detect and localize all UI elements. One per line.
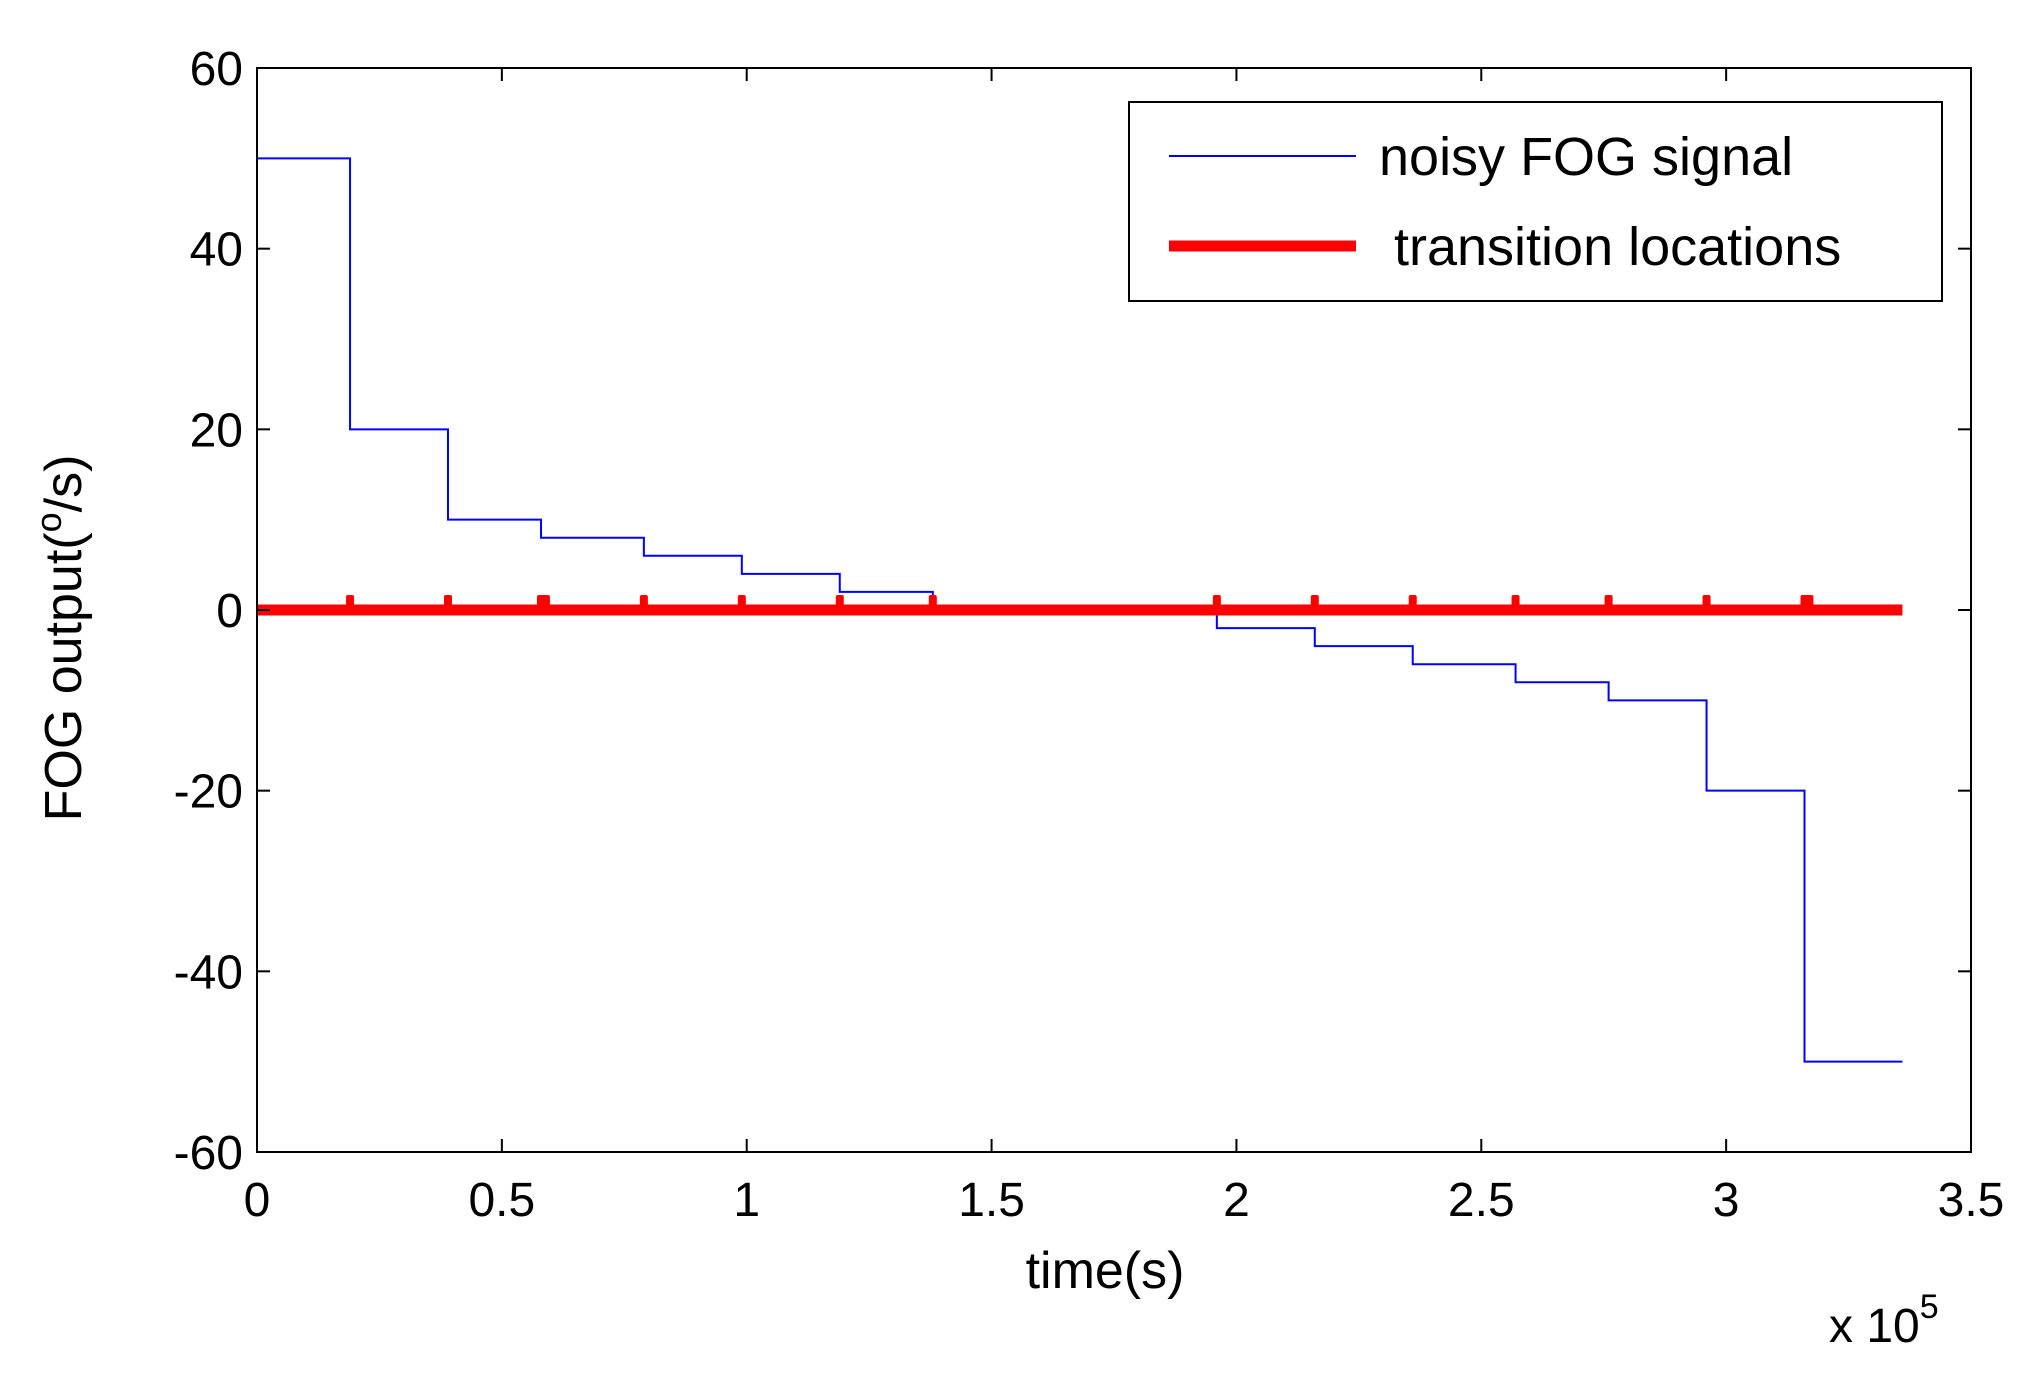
y-tick-label: 20 <box>190 404 243 457</box>
transition-marker <box>1310 595 1319 607</box>
transition-marker <box>443 595 452 607</box>
y-axis-label-superscript: o <box>28 512 69 532</box>
y-tick-label: -40 <box>174 946 243 999</box>
transition-marker <box>1212 595 1221 607</box>
transition-marker <box>1511 595 1520 607</box>
legend-box <box>1128 101 1943 302</box>
x-tick-label: 0 <box>244 1174 271 1227</box>
y-tick-label: 0 <box>216 585 243 638</box>
y-axis-label-main: FOG output( <box>35 532 93 822</box>
legend-label-noisy-fog-signal: noisy FOG signal <box>1379 127 1793 187</box>
transition-marker <box>737 595 746 607</box>
y-tick-label: -20 <box>174 766 243 819</box>
x-tick-label: 3 <box>1713 1174 1740 1227</box>
transition-marker <box>1604 595 1613 607</box>
transition-marker <box>928 595 937 607</box>
transition-marker <box>1702 595 1711 607</box>
ticks-layer: 0 0.5 1 1.5 2 2.5 3 3.5 60 40 20 0 -20 -40 -60 <box>174 43 2005 1227</box>
transition-marker <box>541 595 550 607</box>
x-axis-label: time(s) <box>1026 1242 1185 1300</box>
transition-marker <box>639 595 648 607</box>
x-tick-label: 2 <box>1223 1174 1250 1227</box>
x-tick-label: 3.5 <box>1938 1174 2005 1227</box>
x-tick-label: 1 <box>733 1174 760 1227</box>
x-axis-multiplier-base: x 10 <box>1829 1300 1920 1353</box>
transition-marker <box>346 595 355 607</box>
x-axis-multiplier: x 105 <box>1829 1288 1939 1353</box>
transition-marker <box>1408 595 1417 607</box>
x-tick-label: 2.5 <box>1448 1174 1515 1227</box>
y-axis-label: FOG output(o/s) <box>28 455 93 822</box>
x-axis-multiplier-exponent: 5 <box>1920 1288 1939 1326</box>
legend: noisy FOG signal transition locations <box>1128 101 1943 302</box>
y-tick-label: 60 <box>190 43 243 96</box>
y-axis-label-tail: /s) <box>35 455 93 513</box>
y-tick-label: -60 <box>174 1127 243 1180</box>
x-tick-label: 1.5 <box>958 1174 1025 1227</box>
series-layer <box>257 157 1903 1063</box>
legend-label-transition-locations: transition locations <box>1379 217 1841 277</box>
transition-marker <box>835 595 844 607</box>
y-tick-label: 40 <box>190 224 243 277</box>
x-tick-label: 0.5 <box>468 1174 535 1227</box>
transition-marker <box>1805 595 1814 607</box>
